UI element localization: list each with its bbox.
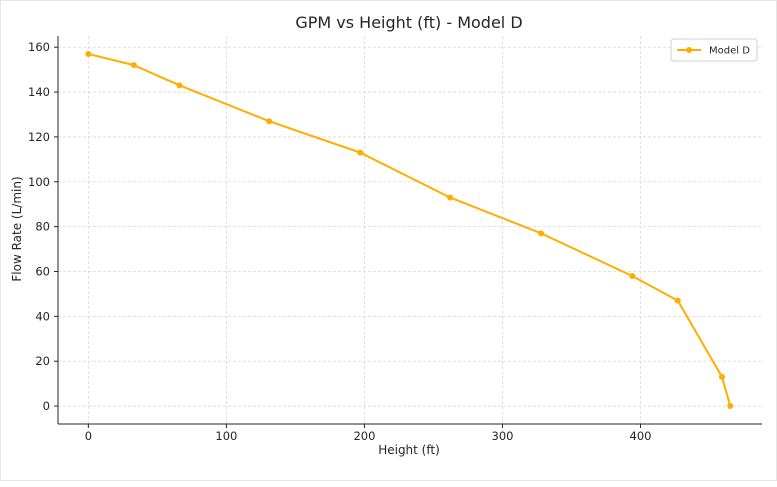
data-point: [538, 230, 545, 237]
y-tick-label: 100: [28, 175, 50, 189]
y-tick-label: 0: [43, 399, 50, 413]
data-point: [357, 149, 364, 156]
data-point: [447, 194, 454, 201]
x-tick-label: 300: [492, 429, 514, 443]
x-axis-label: Height (ft): [378, 443, 440, 457]
y-tick-label: 80: [35, 220, 50, 234]
data-point: [130, 62, 137, 69]
legend-box: [670, 38, 758, 62]
ticks: 0 100 200 300 400 0 20 40 60 80 100 120 140 160: [28, 40, 651, 443]
series: [85, 50, 734, 410]
data-point: [85, 50, 92, 57]
y-tick-label: 20: [35, 354, 50, 368]
chart-title: GPM vs Height (ft) - Model D: [295, 13, 522, 32]
x-tick-label: 100: [215, 429, 237, 443]
axes: [57, 36, 762, 425]
x-tick-label: 0: [85, 429, 92, 443]
data-point: [674, 297, 681, 304]
y-tick-label: 120: [28, 130, 50, 144]
data-point: [727, 403, 734, 410]
grid: [58, 36, 762, 424]
y-tick-label: 60: [35, 264, 50, 278]
legend-label-model-d: Model D: [709, 46, 750, 57]
y-tick-label: 40: [35, 309, 50, 323]
y-tick-label: 140: [28, 85, 50, 99]
x-tick-label: 200: [353, 429, 375, 443]
legend: Model D: [670, 38, 758, 62]
y-axis-label: Flow Rate (L/min): [10, 176, 24, 281]
series-line-model-d: [88, 52, 732, 407]
data-point: [718, 373, 725, 380]
y-tick-label: 160: [28, 40, 50, 54]
data-point: [266, 118, 273, 125]
x-tick-label: 400: [630, 429, 652, 443]
data-point: [629, 272, 636, 279]
data-point: [176, 82, 183, 89]
legend-point-marker: [686, 47, 692, 53]
